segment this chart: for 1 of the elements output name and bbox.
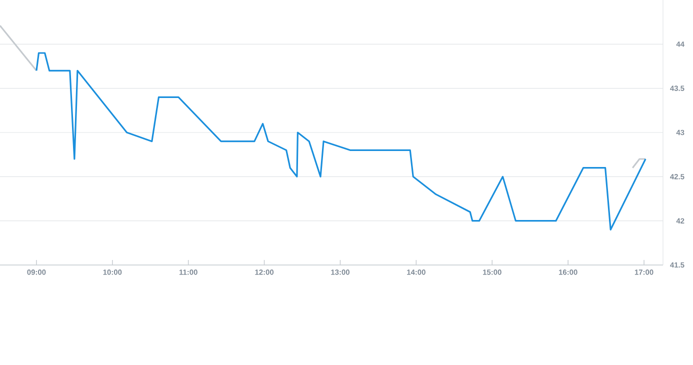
- line-series: [36, 52, 646, 230]
